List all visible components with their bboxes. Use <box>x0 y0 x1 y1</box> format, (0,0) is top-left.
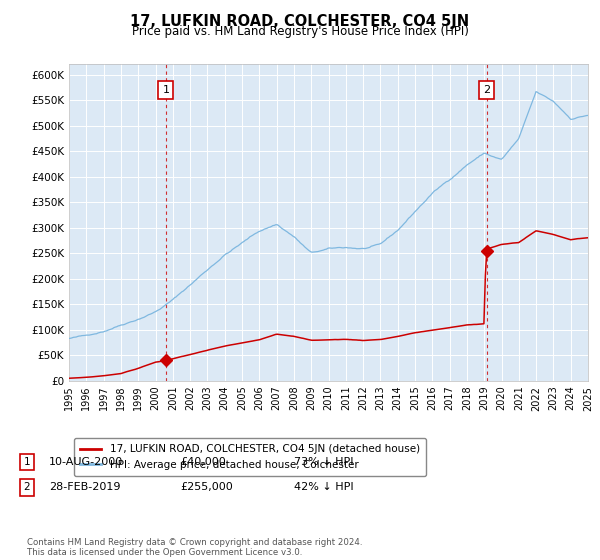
Text: 2: 2 <box>23 482 31 492</box>
Text: Price paid vs. HM Land Registry's House Price Index (HPI): Price paid vs. HM Land Registry's House … <box>131 25 469 38</box>
Text: 73% ↓ HPI: 73% ↓ HPI <box>294 457 353 467</box>
Text: £40,000: £40,000 <box>180 457 226 467</box>
Text: 10-AUG-2000: 10-AUG-2000 <box>49 457 124 467</box>
Text: 1: 1 <box>163 85 169 95</box>
Text: 17, LUFKIN ROAD, COLCHESTER, CO4 5JN: 17, LUFKIN ROAD, COLCHESTER, CO4 5JN <box>130 14 470 29</box>
Text: 2: 2 <box>483 85 490 95</box>
Legend: 17, LUFKIN ROAD, COLCHESTER, CO4 5JN (detached house), HPI: Average price, detac: 17, LUFKIN ROAD, COLCHESTER, CO4 5JN (de… <box>74 438 426 476</box>
Text: £255,000: £255,000 <box>180 482 233 492</box>
Text: Contains HM Land Registry data © Crown copyright and database right 2024.
This d: Contains HM Land Registry data © Crown c… <box>27 538 362 557</box>
Text: 28-FEB-2019: 28-FEB-2019 <box>49 482 121 492</box>
Text: 42% ↓ HPI: 42% ↓ HPI <box>294 482 353 492</box>
Text: 1: 1 <box>23 457 31 467</box>
